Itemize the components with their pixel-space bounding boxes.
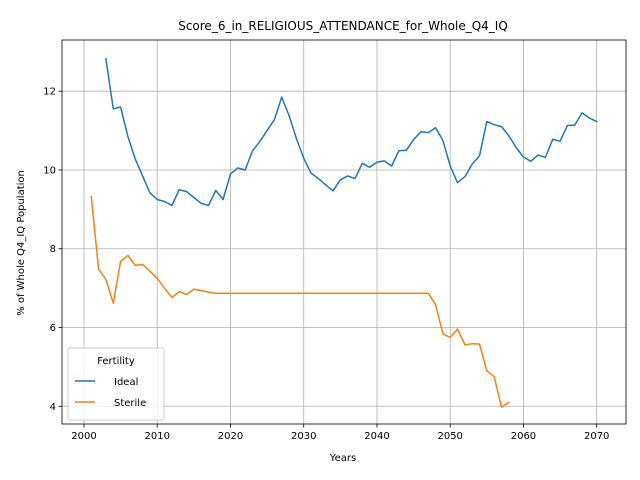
legend: Fertility Ideal Sterile: [67, 347, 165, 421]
y-tick-label: 10: [43, 165, 56, 176]
x-tick-label: 2060: [511, 431, 536, 442]
x-axis: 2000 2010 2020 2030 2040 2050 2060 2070: [71, 424, 609, 442]
y-axis-label: % of Whole Q4_IQ Population: [16, 170, 27, 316]
y-axis: 4 6 8 10 12: [43, 87, 62, 413]
chart-title: Score_6_in_RELIGIOUS_ATTENDANCE_for_Whol…: [178, 19, 508, 33]
legend-label-ideal: Ideal: [114, 377, 138, 388]
series-layer: [90, 58, 598, 408]
x-tick-label: 2070: [584, 431, 609, 442]
y-tick-label: 6: [50, 323, 56, 334]
x-tick-label: 2000: [71, 431, 96, 442]
plot-frame: [61, 39, 627, 425]
x-tick-label: 2010: [144, 431, 169, 442]
x-axis-label: Years: [329, 453, 356, 464]
legend-title: Fertility: [97, 356, 135, 367]
y-tick-label: 4: [50, 402, 56, 413]
y-tick-label: 8: [50, 244, 56, 255]
y-tick-label: 12: [43, 87, 56, 98]
series-line-sterile: [90, 195, 510, 408]
x-tick-label: 2020: [218, 431, 243, 442]
x-tick-label: 2050: [437, 431, 462, 442]
x-tick-label: 2040: [364, 431, 389, 442]
legend-label-sterile: Sterile: [114, 398, 146, 409]
series-line-ideal: [105, 58, 598, 207]
x-tick-label: 2030: [291, 431, 316, 442]
